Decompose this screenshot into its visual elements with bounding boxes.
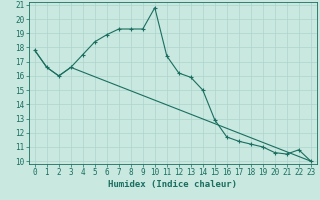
- X-axis label: Humidex (Indice chaleur): Humidex (Indice chaleur): [108, 180, 237, 189]
